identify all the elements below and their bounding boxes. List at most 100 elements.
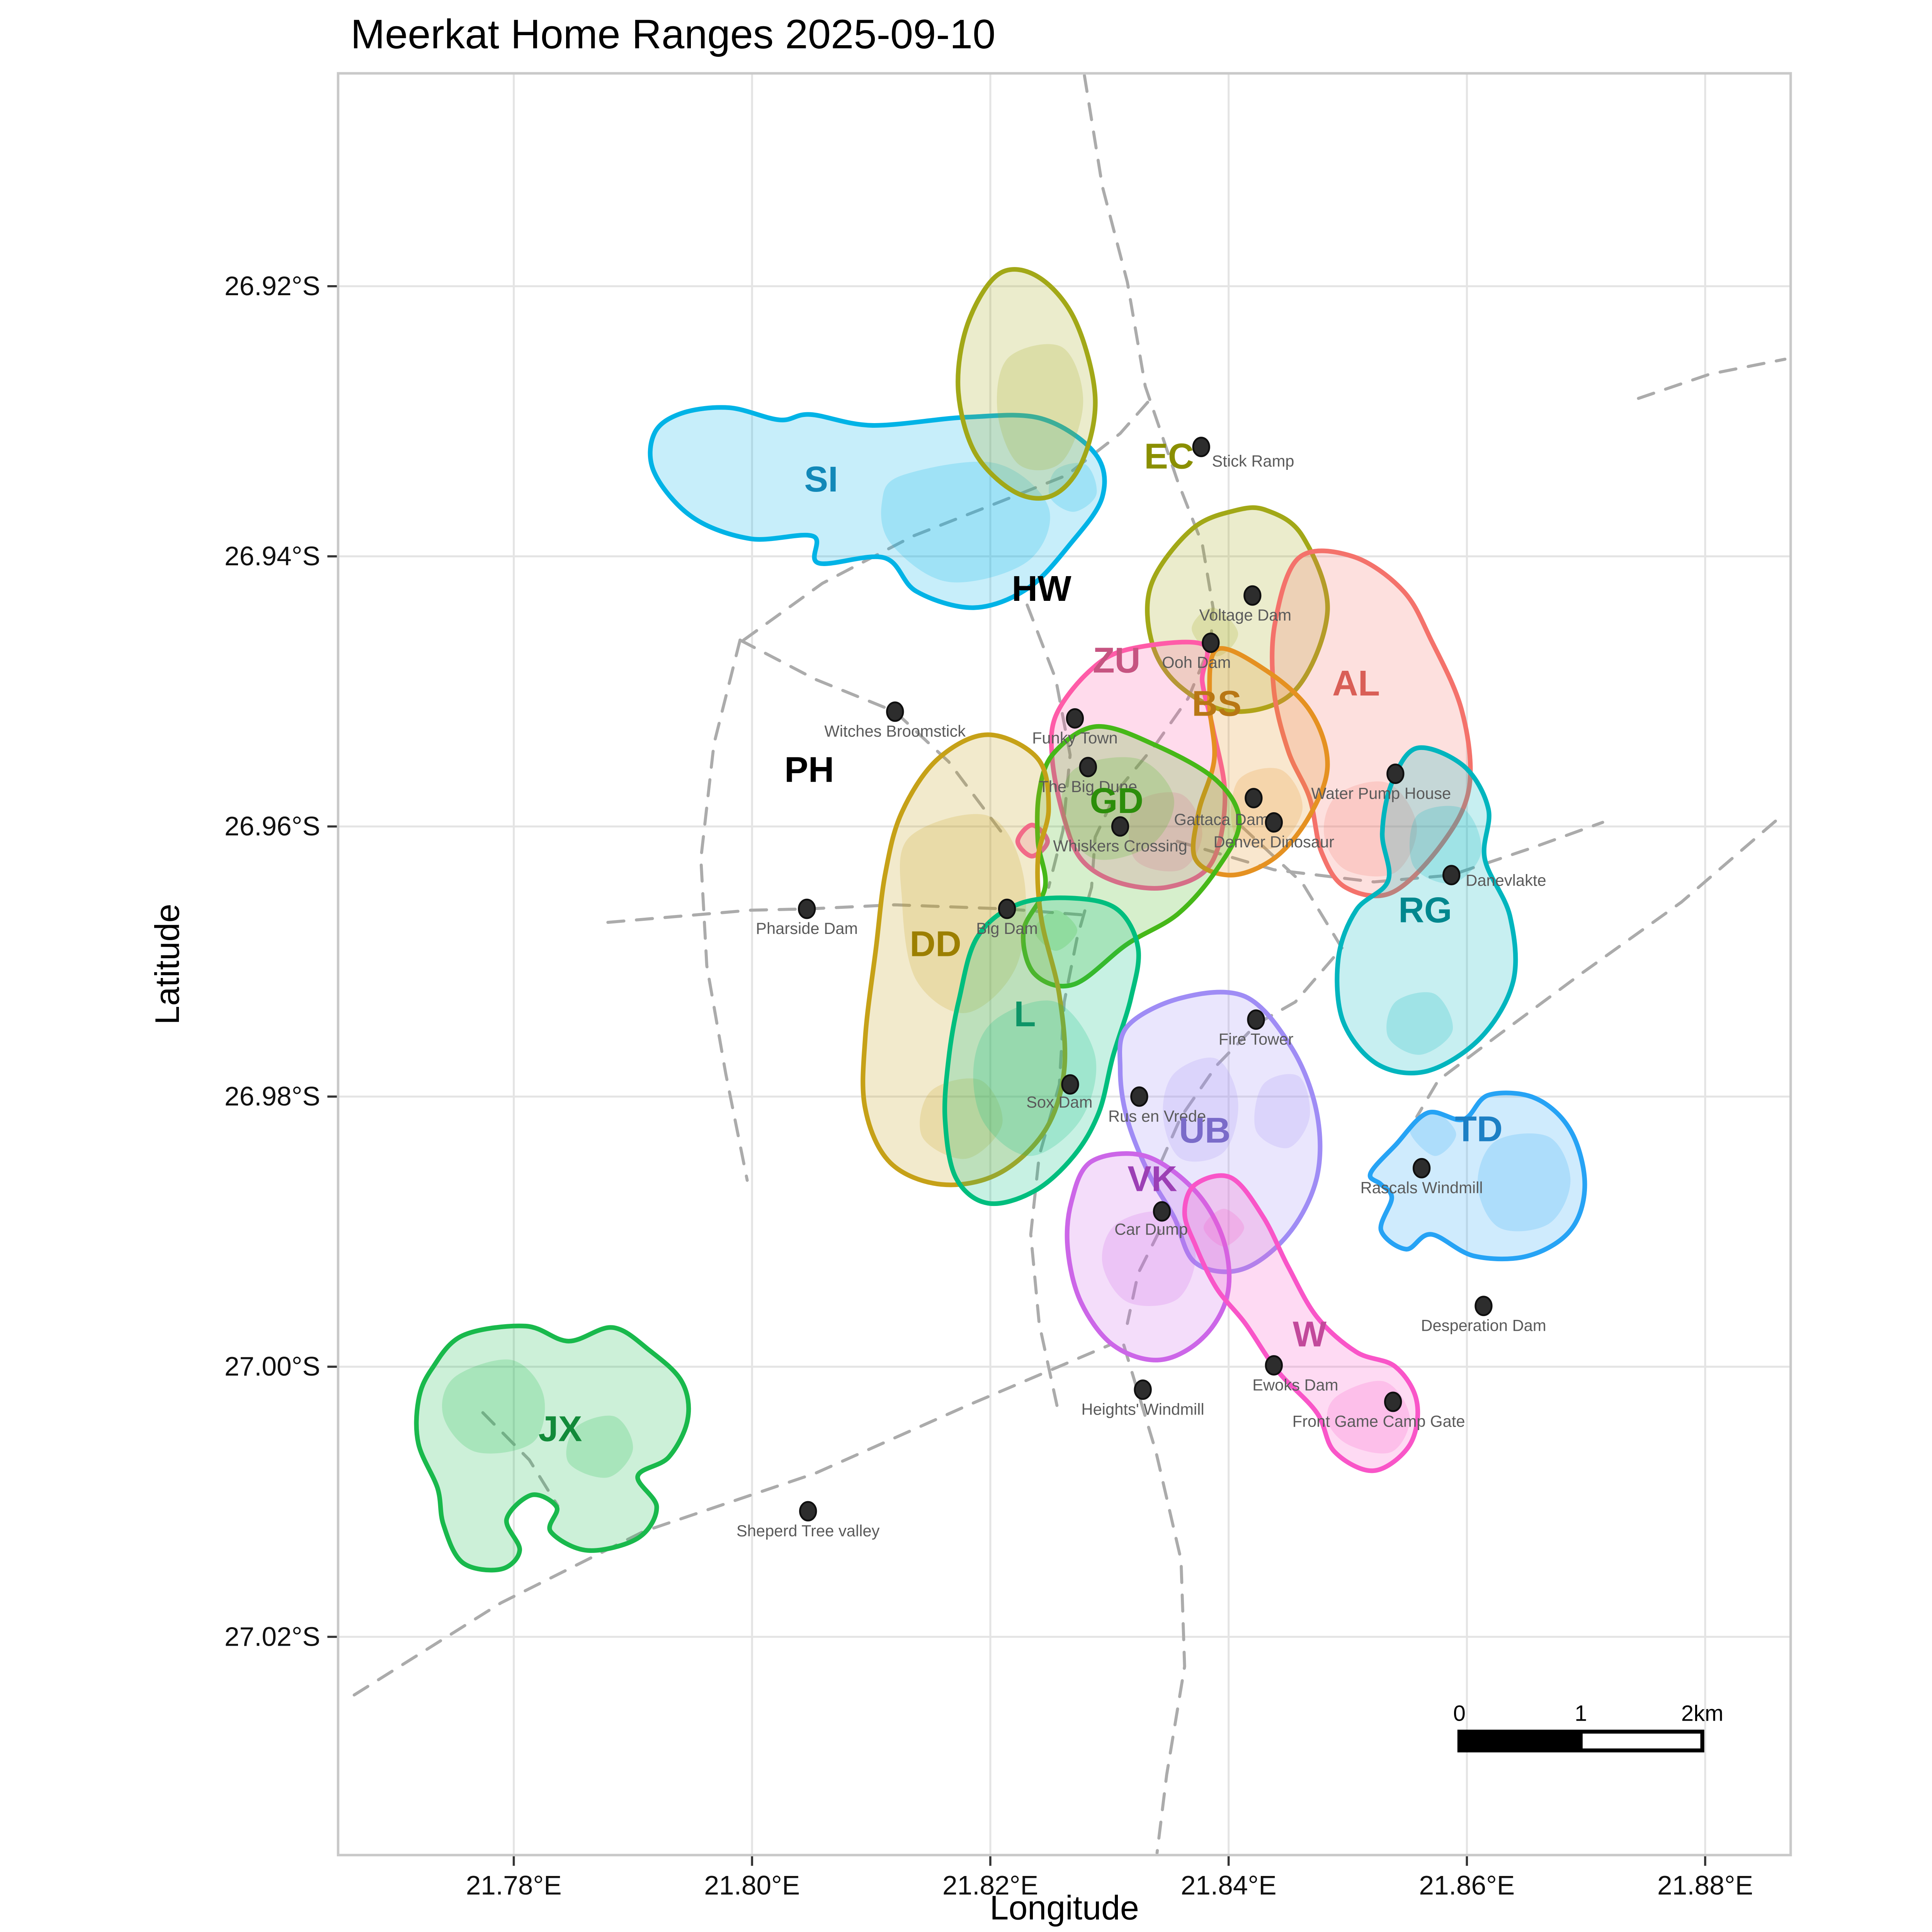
range-core-SI <box>1049 463 1097 512</box>
landmark-dot <box>799 1501 817 1522</box>
x-tick-label: 21.86°E <box>1419 1870 1515 1900</box>
landmark-dot <box>1243 585 1262 606</box>
group-label-RG: RG <box>1398 890 1452 930</box>
range-fill-SI <box>650 407 1105 608</box>
range-core-JX <box>566 1415 633 1478</box>
axis-ticks: 21.78°E 21.80°E 21.82°E 21.84°E 21.86°E 21.88… <box>224 271 1753 1900</box>
landmark-label: Whiskers Crossing <box>1053 837 1187 855</box>
landmark-label: Rus en Vrede <box>1108 1107 1206 1125</box>
y-tick-label: 26.98°S <box>224 1081 320 1111</box>
range-fill-RG <box>1337 747 1516 1073</box>
scale-bar-label: 2km <box>1681 1701 1723 1726</box>
range-core-AL <box>1323 781 1417 877</box>
group-label-ZU: ZU <box>1093 640 1140 680</box>
landmark-dot <box>1192 437 1210 457</box>
range-outline-UB <box>1117 990 1323 1274</box>
roads <box>352 74 1787 1855</box>
range-outline-TD <box>1367 1090 1587 1262</box>
range-outline-EC <box>956 267 1098 501</box>
range-fill-TD <box>1370 1093 1585 1259</box>
range-outline-AL <box>1270 548 1473 898</box>
x-tick-label: 21.80°E <box>704 1870 800 1900</box>
x-tick-label: 21.82°E <box>942 1870 1038 1900</box>
landmark-label: Denver Dinosaur <box>1214 833 1335 851</box>
scale-bar-empty-segment <box>1579 1730 1704 1752</box>
group-label-HW: HW <box>1012 568 1071 609</box>
y-tick-label: 26.96°S <box>224 811 320 841</box>
y-axis-title: Latitude <box>148 904 186 1025</box>
group-label-JX: JX <box>538 1408 582 1449</box>
range-core-GD <box>1061 757 1174 860</box>
range-core-RG <box>1409 806 1481 884</box>
landmark-label: Danevlakte <box>1466 871 1546 889</box>
landmark-label: Heights' Windmill <box>1082 1400 1204 1418</box>
landmark-label: Ewoks Dam <box>1252 1376 1338 1394</box>
range-core-DD <box>900 814 1026 1013</box>
landmark-label: Fire Tower <box>1219 1030 1294 1048</box>
map-panel <box>338 73 1791 1855</box>
group-label-VK: VK <box>1128 1159 1177 1199</box>
range-W <box>1182 1173 1420 1473</box>
landmark-label: Sox Dam <box>1026 1093 1092 1111</box>
landmark-dot <box>1153 1201 1171 1222</box>
scale-bar: 0 1 2km <box>1453 1701 1723 1753</box>
landmark-dot <box>1442 865 1461 886</box>
landmark-dot <box>1386 764 1405 784</box>
x-tick-label: 21.88°E <box>1657 1870 1753 1900</box>
range-core-RG <box>1386 992 1453 1055</box>
landmark-dot <box>1111 816 1129 837</box>
gridlines <box>338 73 1791 1855</box>
range-core-L <box>973 1000 1097 1156</box>
x-axis-title: Longitude <box>990 1889 1139 1927</box>
map-layers: 21.78°E 21.80°E 21.82°E 21.84°E 21.86°E 21.88… <box>224 72 1792 1900</box>
range-fill-JX <box>416 1326 689 1570</box>
landmark-dot <box>1061 1074 1079 1095</box>
group-label-L: L <box>1014 994 1036 1034</box>
group-label-UB: UB <box>1179 1110 1231 1150</box>
landmark-dot <box>1079 757 1097 777</box>
landmark-dot <box>1130 1086 1148 1107</box>
landmark-label: Car Dump <box>1114 1220 1188 1238</box>
range-core-VK <box>1102 1211 1196 1306</box>
landmark-dot <box>998 898 1016 919</box>
group-label-BS: BS <box>1192 683 1242 723</box>
range-core-BS <box>1231 768 1303 849</box>
landmark-dot <box>886 701 904 722</box>
range-L <box>942 895 1141 1206</box>
range-TD <box>1367 1090 1587 1262</box>
range-outline-GD <box>1021 724 1242 988</box>
range-fill-UB <box>1119 992 1320 1272</box>
landmark-label: The Big Dune <box>1039 777 1137 796</box>
range-core-TD <box>1410 1113 1456 1156</box>
group-label-PH: PH <box>784 750 834 790</box>
range-core-SI <box>881 461 1050 583</box>
range-SI <box>648 405 1107 610</box>
range-DD <box>861 732 1068 1187</box>
group-label-W: W <box>1293 1314 1327 1354</box>
landmark-dot <box>1384 1391 1402 1412</box>
range-core-JX <box>442 1359 545 1454</box>
group-label-GD: GD <box>1090 781 1143 821</box>
landmark-label: Desperation Dam <box>1421 1316 1546 1335</box>
y-tick-label: 26.94°S <box>224 541 320 571</box>
range-RG <box>1335 745 1518 1076</box>
road-track <box>1637 357 1787 400</box>
chart-title: Meerkat Home Ranges 2025-09-10 <box>350 11 995 57</box>
range-core-DD <box>920 1078 1003 1159</box>
range-outline-W <box>1182 1173 1420 1473</box>
road-track <box>352 1344 1111 1697</box>
road-track <box>1415 820 1777 1119</box>
y-tick-label: 27.00°S <box>224 1351 320 1381</box>
landmark-label: Big Dam <box>976 919 1038 937</box>
landmark-dot <box>1475 1296 1493 1316</box>
range-BS <box>1190 646 1330 878</box>
range-outline-DD <box>861 732 1068 1187</box>
range-core-EC <box>997 344 1083 471</box>
range-outline-RG <box>1335 745 1518 1076</box>
y-tick-label: 26.92°S <box>224 271 320 301</box>
landmark-dot <box>1245 788 1263 808</box>
y-tick-label: 27.02°S <box>224 1621 320 1651</box>
scale-bar-filled-segment <box>1459 1731 1581 1751</box>
